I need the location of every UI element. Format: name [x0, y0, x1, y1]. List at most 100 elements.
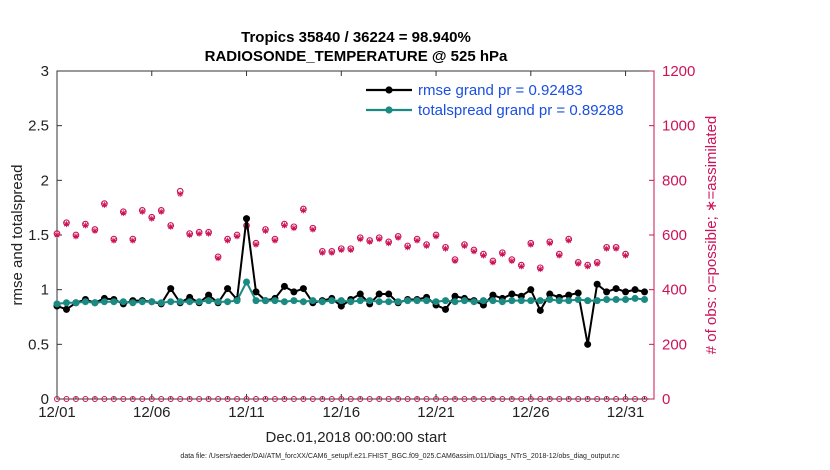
obs-zero-marker	[234, 396, 241, 402]
obs-assimilated-point	[300, 207, 307, 214]
totalspread-point	[470, 298, 478, 306]
obs-assimilated-point	[224, 237, 231, 244]
obs-zero-marker	[508, 396, 515, 402]
obs-assimilated-point	[480, 252, 487, 259]
totalspread-point	[375, 298, 383, 306]
totalspread-point	[622, 296, 630, 304]
obs-assimilated-point	[470, 248, 477, 255]
totalspread-point	[129, 299, 137, 307]
obs-assimilated-point	[414, 237, 421, 244]
obs-assimilated-point	[72, 233, 79, 240]
totalspread-point	[148, 298, 156, 306]
obs-assimilated-point	[271, 237, 278, 244]
obs-assimilated-point	[461, 242, 468, 249]
rmse-point	[536, 306, 544, 314]
obs-assimilated-point	[234, 233, 241, 240]
rmse-point	[224, 285, 232, 293]
obs-zero-marker	[480, 396, 487, 402]
obs-assimilated-point	[357, 236, 364, 243]
totalspread-point	[394, 298, 402, 306]
obs-zero-marker	[385, 396, 392, 402]
obs-zero-marker	[622, 396, 629, 402]
y-axis-right-label: # of obs: o=possible; ∗=assimilated	[703, 116, 720, 355]
obs-zero-marker	[309, 396, 316, 402]
x-tick-label: 12/01	[38, 404, 76, 421]
obs-zero-marker	[110, 396, 117, 402]
totalspread-point	[555, 297, 563, 305]
totalspread-point	[413, 297, 421, 305]
obs-zero-marker	[461, 396, 468, 402]
obs-assimilated-point	[366, 238, 373, 245]
obs-zero-marker	[594, 396, 601, 402]
obs-assimilated-point	[565, 237, 572, 244]
totalspread-point	[489, 297, 497, 305]
obs-zero-marker	[262, 396, 269, 402]
rmse-point	[299, 285, 307, 293]
obs-assimilated-point	[603, 245, 610, 252]
totalspread-point	[243, 278, 251, 286]
obs-assimilated-point	[423, 242, 430, 249]
totalspread-point	[53, 300, 61, 308]
rmse-point	[574, 289, 582, 297]
obs-assimilated-point	[63, 221, 70, 228]
plot-area: 12/01 12/06 12/11 12/16 12/21 12/26 12/31 0 0.5 1…	[28, 63, 695, 421]
obs-assimilated-point	[309, 226, 316, 233]
totalspread-point	[176, 298, 184, 306]
obs-zero-marker	[63, 396, 70, 402]
obs-zero-marker	[575, 396, 582, 402]
obs-zero-marker	[423, 396, 430, 402]
totalspread-point	[612, 296, 620, 304]
y-left-tick-label: 3	[41, 63, 49, 80]
obs-zero-marker	[139, 396, 146, 402]
y-right-tick-label: 800	[662, 172, 687, 189]
legend-rmse-marker	[385, 86, 393, 94]
obs-assimilated-point	[196, 230, 203, 237]
obs-assimilated-point	[385, 240, 392, 247]
data-file-footnote: data file: /Users/raeder/DAI/ATM_forcXX/…	[180, 453, 620, 460]
obs-zero-marker	[499, 396, 506, 402]
obs-assimilated-point	[433, 233, 440, 240]
obs-assimilated-point	[452, 257, 458, 264]
obs-assimilated-point	[91, 227, 98, 234]
totalspread-point	[451, 298, 459, 306]
rmse-point	[252, 288, 260, 296]
totalspread-point	[205, 297, 213, 305]
totalspread-point	[565, 297, 573, 305]
obs-assimilated-point	[82, 222, 89, 229]
obs-assimilated-point	[489, 259, 496, 266]
obs-zero-marker	[271, 396, 278, 402]
totalspread-point	[460, 297, 468, 305]
totalspread-point	[271, 297, 279, 305]
totalspread-point	[593, 297, 601, 305]
obs-zero-marker	[186, 396, 193, 402]
x-tick-label: 12/31	[607, 404, 645, 421]
totalspread-point	[479, 297, 487, 305]
totalspread-point	[584, 297, 592, 305]
y-right-tick-label: 1000	[662, 118, 695, 135]
totalspread-point	[280, 298, 288, 306]
rmse-series-line	[56, 218, 645, 345]
y-axis-left-label: rmse and totalspread	[9, 165, 26, 306]
rmse-point	[62, 305, 70, 313]
obs-assimilated-point	[177, 191, 184, 197]
obs-assimilated-point	[575, 260, 582, 267]
obs-assimilated-point	[622, 252, 629, 259]
x-tick-label: 12/06	[133, 404, 171, 421]
rmse-point	[489, 291, 497, 299]
obs-assimilated-point	[508, 257, 515, 264]
obs-zero-marker	[196, 396, 203, 402]
totalspread-point	[508, 297, 516, 305]
obs-assimilated-point	[205, 230, 212, 237]
totalspread-point	[72, 299, 80, 307]
obs-zero-marker	[395, 396, 402, 402]
obs-zero-marker	[300, 396, 307, 402]
obs-zero-marker	[414, 396, 421, 402]
rmse-point	[508, 290, 516, 298]
totalspread-point	[224, 298, 232, 306]
chart-title-line1: Tropics 35840 / 36224 = 98.940%	[241, 29, 471, 46]
obs-zero-marker	[632, 396, 639, 402]
chart-title-line2: RADIOSONDE_TEMPERATURE @ 525 hPa	[205, 48, 508, 65]
totalspread-point	[385, 298, 393, 306]
obs-assimilated-point	[518, 263, 525, 270]
